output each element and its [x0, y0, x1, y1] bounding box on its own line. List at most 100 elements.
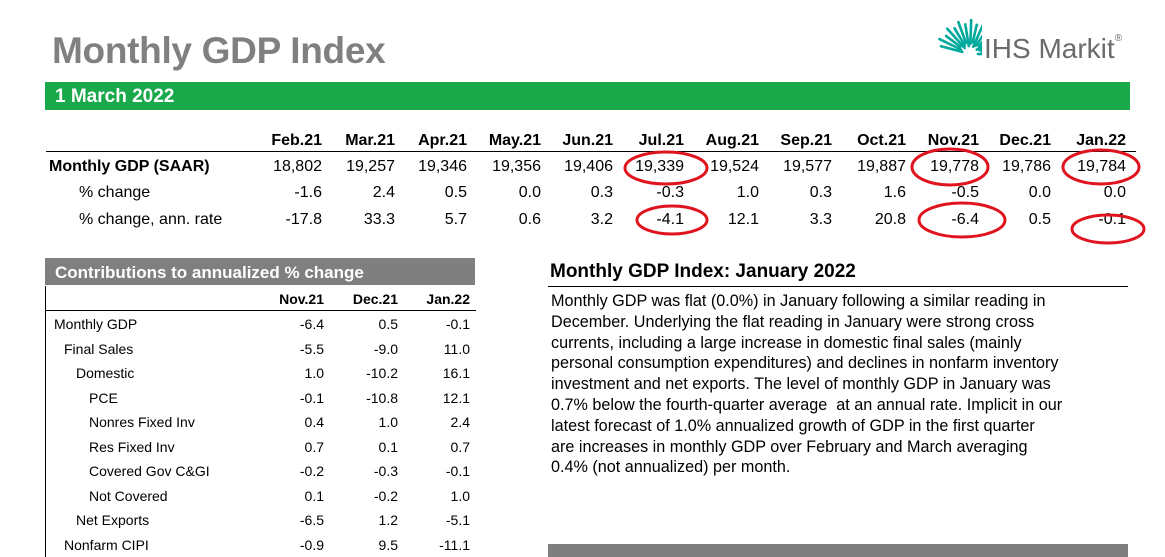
- table-cell: -4.1: [656, 211, 684, 228]
- table-cell: 0.3: [590, 184, 613, 201]
- summary-line: latest forecast of 1.0% annualized growt…: [551, 416, 1035, 435]
- table-cell: 5.7: [444, 211, 467, 228]
- header-rule: [46, 310, 476, 311]
- column-header-apr-21: Apr.21: [418, 132, 467, 149]
- summary-line: December. Underlying the flat reading in…: [551, 312, 1035, 331]
- header-rule: [46, 151, 1136, 152]
- logo-ray: [971, 23, 982, 48]
- summary-rule: [548, 286, 1128, 287]
- contribution-row-label: Nonfarm CIPI: [64, 536, 149, 553]
- table-cell: 1.0: [304, 365, 324, 381]
- summary-line: personal consumption expenditures) and d…: [551, 354, 1059, 373]
- table-cell: 1.0: [736, 184, 759, 201]
- contributions-header: Contributions to annualized % change: [45, 258, 475, 285]
- contribution-row-label: Net Exports: [76, 512, 150, 528]
- logo-ray: [945, 27, 966, 50]
- table-cell: 19,524: [710, 158, 759, 175]
- table-cell: -9.0: [373, 340, 398, 357]
- table-cell: 19,346: [418, 158, 467, 175]
- row-label: % change, ann. rate: [79, 211, 223, 228]
- table-cell: 19,577: [783, 158, 832, 175]
- ihs-markit-logo: IHS Markit®: [918, 14, 1133, 80]
- table-cell: -6.5: [299, 512, 324, 528]
- table-cell: 0.1: [304, 487, 324, 504]
- table-cell: -10.2: [366, 365, 398, 381]
- column-header-mar-21: Mar.21: [345, 132, 395, 149]
- table-cell: -0.1: [445, 463, 470, 479]
- column-header: Jan.22: [426, 291, 470, 307]
- contribution-row-label: Not Covered: [89, 487, 168, 504]
- table-cell: -6.4: [299, 316, 324, 332]
- table-cell: -10.8: [366, 389, 398, 406]
- contribution-row-label: Domestic: [76, 365, 135, 381]
- table-cell: 19,778: [930, 158, 979, 175]
- table-cell: 1.2: [378, 512, 398, 528]
- row-label: Monthly GDP (SAAR): [49, 158, 210, 175]
- ihs-markit-logo-icon: [938, 18, 982, 56]
- table-cell: -0.2: [373, 487, 398, 504]
- logo-ray: [971, 23, 979, 44]
- table-cell: -1.6: [294, 184, 322, 201]
- table-cell: -5.5: [299, 340, 324, 357]
- column-header-nov-21: Nov.21: [927, 132, 979, 149]
- table-cell: 0.7: [304, 438, 324, 455]
- table-cell: 0.5: [1028, 211, 1051, 228]
- table-cell: 1.0: [378, 414, 398, 430]
- table-cell: 16.1: [442, 365, 470, 381]
- column-header-jan-22: Jan.22: [1076, 132, 1126, 149]
- table-cell: -0.2: [299, 463, 324, 479]
- column-header-jun-21: Jun.21: [562, 132, 613, 149]
- contribution-row-label: Final Sales: [64, 340, 134, 357]
- table-cell: 19,887: [857, 158, 906, 175]
- row-label: % change: [79, 184, 151, 201]
- table-cell: 0.0: [1028, 184, 1051, 201]
- table-cell: -0.9: [299, 536, 324, 553]
- column-header-aug-21: Aug.21: [705, 132, 759, 149]
- report-date: 1 March 2022: [55, 86, 175, 107]
- logo-ray: [938, 37, 963, 51]
- date-bar: 1 March 2022: [45, 82, 1130, 110]
- table-cell: 1.0: [450, 487, 470, 504]
- table-cell: 2.4: [372, 184, 395, 201]
- logo-ray: [977, 40, 982, 47]
- table-cell: 0.5: [444, 184, 467, 201]
- table-cell: 12.1: [727, 211, 759, 228]
- table-cell: 19,257: [346, 158, 395, 175]
- table-cell: -0.1: [445, 316, 470, 332]
- table-cell: -6.4: [951, 211, 979, 228]
- table-cell: -0.3: [373, 463, 398, 479]
- contribution-row-label: Res Fixed Inv: [89, 438, 175, 455]
- column-header-jul-21: Jul.21: [638, 132, 684, 149]
- logo-ray: [944, 34, 962, 49]
- logo-ray: [939, 44, 964, 54]
- contribution-row-label: Monthly GDP: [54, 316, 138, 332]
- summary-line: investment and net exports. The level of…: [551, 375, 1051, 394]
- summary-line: are increases in monthly GDP over Februa…: [551, 437, 1028, 456]
- monthly-gdp-table: Feb.21 Mar.21 Apr.21 May.21 Jun.21 Jul.21 Aug.…: [45, 128, 1140, 238]
- page-title: Monthly GDP Index: [52, 30, 386, 71]
- column-header-dec-21: Dec.21: [999, 132, 1051, 149]
- table-cell: 18,802: [273, 158, 322, 175]
- table-cell: 0.7: [450, 438, 470, 455]
- table-cell: 19,784: [1077, 158, 1126, 175]
- summary-line: 0.7% below the fourth-quarter average at…: [551, 395, 1063, 414]
- contribution-row-label: Nonres Fixed Inv: [89, 414, 195, 430]
- contribution-row-label: Covered Gov C&GI: [89, 463, 210, 479]
- table-cell: 19,406: [564, 158, 613, 175]
- table-cell: 0.3: [809, 184, 832, 201]
- table-cell: 3.3: [809, 211, 832, 228]
- table-cell: 33.3: [363, 211, 395, 228]
- column-header: Dec.21: [352, 291, 398, 307]
- table-cell: -17.8: [285, 211, 322, 228]
- table-cell: 1.6: [883, 184, 906, 201]
- table-cell: 0.0: [518, 184, 541, 201]
- column-header-oct-21: Oct.21: [857, 132, 906, 149]
- column-header-may-21: May.21: [488, 132, 541, 149]
- table-cell: 12.1: [442, 389, 470, 406]
- logo-ray: [964, 23, 971, 48]
- logo-ray: [953, 26, 967, 47]
- contribution-row-label: PCE: [89, 389, 118, 406]
- summary-line: currents, including a large increase in …: [551, 333, 1022, 352]
- table-cell: 0.5: [378, 316, 398, 332]
- contributions-title: Contributions to annualized % change: [55, 263, 364, 282]
